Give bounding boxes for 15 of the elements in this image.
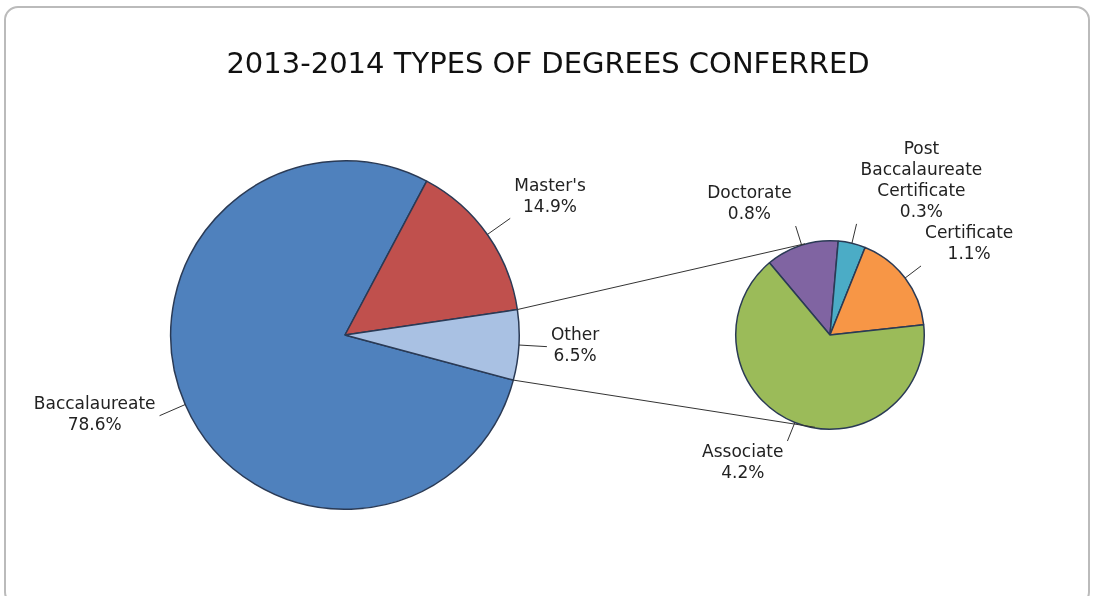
data-label: 14.9% — [523, 195, 578, 216]
data-label: 1.1% — [947, 243, 991, 264]
data-label: 0.8% — [727, 203, 772, 224]
data-label: 78.6% — [67, 414, 122, 435]
slice-label: Baccalaureate — [33, 393, 156, 414]
chart-title: 2013-2014 TYPES OF DEGREES CONFERRED — [225, 46, 871, 80]
slice-label: Certificate — [925, 222, 1014, 243]
slice-label: Post Baccalaureate Certificate — [860, 138, 983, 201]
data-label: 6.5% — [553, 345, 597, 366]
slice-label: Master's — [514, 174, 586, 195]
slice-label: Doctorate — [707, 182, 792, 203]
slice-label: Other — [550, 324, 600, 345]
slice-label: Associate — [702, 441, 784, 462]
data-label: 0.3% — [899, 201, 944, 222]
data-label: 4.2% — [721, 462, 765, 483]
